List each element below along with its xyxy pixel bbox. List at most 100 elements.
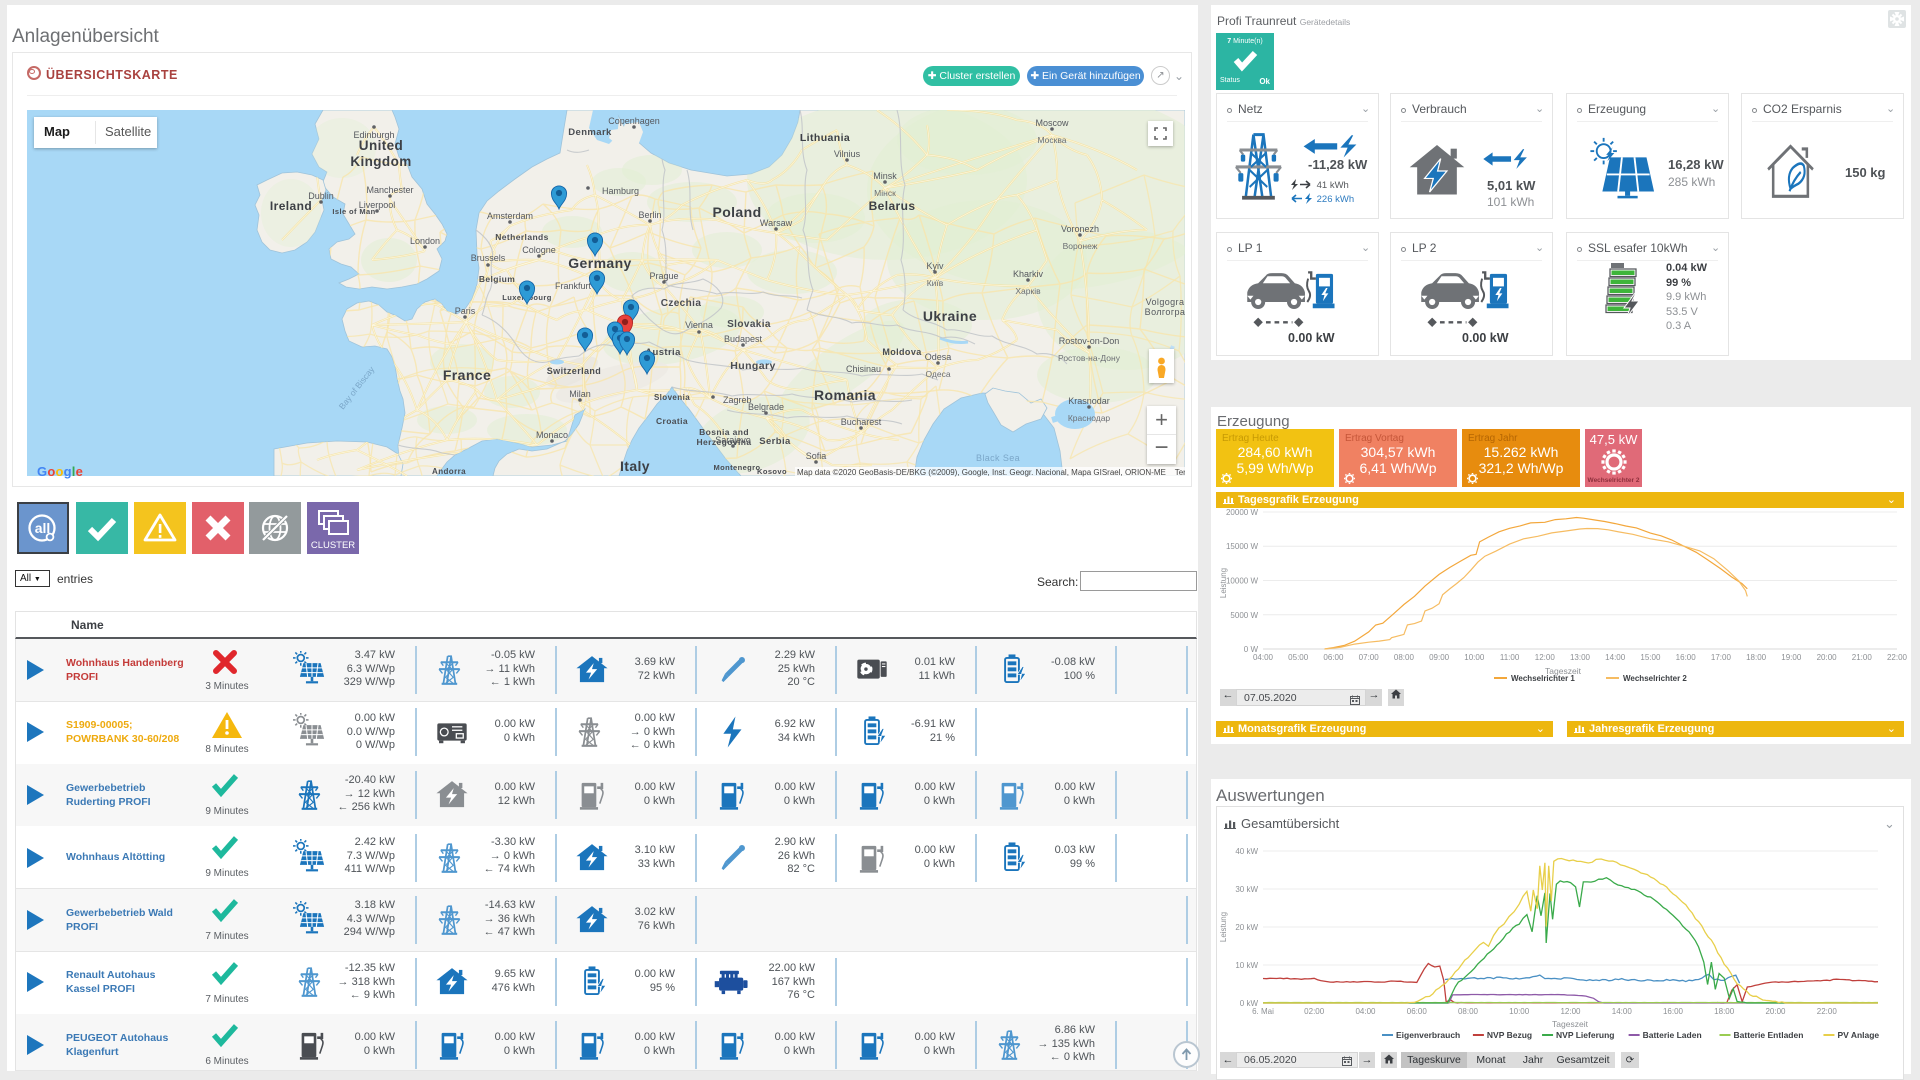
svg-text:Romania: Romania (814, 387, 876, 403)
svg-text:Tageszeit: Tageszeit (1545, 666, 1582, 676)
svg-text:Netherlands: Netherlands (495, 232, 549, 242)
svg-text:Prague: Prague (649, 271, 678, 281)
svg-text:0 W: 0 W (1244, 645, 1259, 654)
svg-text:20 kW: 20 kW (1235, 923, 1258, 932)
svg-text:Montenegro: Montenegro (714, 463, 761, 472)
svg-text:Волгогра: Волгогра (1145, 307, 1185, 317)
svg-text:Hamburg: Hamburg (602, 186, 639, 196)
svg-text:Amsterdam: Amsterdam (487, 211, 533, 221)
svg-text:Warsaw: Warsaw (760, 218, 793, 228)
svg-text:10000 W: 10000 W (1226, 577, 1258, 586)
svg-text:Одеса: Одеса (925, 369, 950, 379)
svg-text:Black Sea: Black Sea (976, 453, 1020, 463)
svg-text:Andorra: Andorra (432, 467, 466, 476)
svg-text:Moldova: Moldova (882, 347, 922, 357)
svg-text:NVP Bezug: NVP Bezug (1487, 1030, 1532, 1040)
svg-text:Liverpool: Liverpool (359, 200, 396, 210)
svg-text:Sarajevo: Sarajevo (715, 435, 751, 445)
svg-text:Herzegovina: Herzegovina (697, 437, 752, 447)
svg-text:all: all (35, 520, 51, 536)
svg-text:Frankfurt: Frankfurt (555, 281, 592, 291)
svg-text:Switzerland: Switzerland (547, 366, 601, 376)
svg-text:40 kW: 40 kW (1235, 847, 1258, 856)
svg-text:10 kW: 10 kW (1235, 961, 1258, 970)
svg-text:09:00: 09:00 (1429, 653, 1450, 662)
svg-text:Brussels: Brussels (471, 253, 506, 263)
svg-text:10:00: 10:00 (1464, 653, 1485, 662)
svg-text:Monaco: Monaco (536, 430, 568, 440)
svg-text:06:00: 06:00 (1323, 653, 1344, 662)
svg-text:07:00: 07:00 (1359, 653, 1380, 662)
svg-text:18:00: 18:00 (1714, 1007, 1735, 1016)
svg-text:12:00: 12:00 (1535, 653, 1556, 662)
svg-text:22:00: 22:00 (1817, 1007, 1838, 1016)
svg-text:Kosovo: Kosovo (757, 467, 787, 476)
svg-text:14:00: 14:00 (1605, 653, 1626, 662)
svg-text:Zagreb: Zagreb (723, 395, 752, 405)
svg-text:Sofia: Sofia (806, 451, 827, 461)
svg-text:Budapest: Budapest (724, 334, 763, 344)
svg-text:5000 W: 5000 W (1230, 611, 1258, 620)
svg-text:Dublin: Dublin (308, 191, 334, 201)
svg-text:08:00: 08:00 (1394, 653, 1415, 662)
svg-text:05:00: 05:00 (1288, 653, 1309, 662)
svg-text:Cologne: Cologne (522, 245, 556, 255)
svg-text:0 kW: 0 kW (1240, 999, 1259, 1008)
svg-text:04:00: 04:00 (1253, 653, 1274, 662)
svg-text:Belarus: Belarus (869, 199, 916, 213)
svg-text:16:00: 16:00 (1676, 653, 1697, 662)
svg-text:Croatia: Croatia (656, 416, 688, 426)
svg-text:06:00: 06:00 (1407, 1007, 1428, 1016)
svg-text:Volgogra: Volgogra (1146, 297, 1185, 307)
svg-text:London: London (410, 236, 440, 246)
svg-text:20:00: 20:00 (1817, 653, 1838, 662)
svg-text:Wechselrichter 2: Wechselrichter 2 (1623, 674, 1687, 683)
svg-text:Tageszeit: Tageszeit (1552, 1019, 1589, 1029)
svg-text:22:00: 22:00 (1887, 653, 1908, 662)
svg-text:Edinburgh: Edinburgh (353, 130, 394, 140)
svg-text:Краснодар: Краснодар (1068, 413, 1111, 423)
svg-text:CLUSTER: CLUSTER (311, 540, 355, 551)
svg-text:Leistung: Leistung (1219, 568, 1228, 598)
svg-text:Lithuania: Lithuania (800, 132, 850, 144)
svg-text:18:00: 18:00 (1746, 653, 1767, 662)
svg-text:Харків: Харків (1015, 286, 1041, 296)
svg-text:Vilnius: Vilnius (834, 149, 861, 159)
svg-text:Moscow: Moscow (1035, 118, 1069, 128)
svg-text:Москва: Москва (1037, 135, 1066, 145)
svg-text:Milan: Milan (569, 389, 591, 399)
svg-text:6. Mai: 6. Mai (1252, 1007, 1274, 1016)
svg-text:20:00: 20:00 (1765, 1007, 1786, 1016)
svg-text:Eigenverbrauch: Eigenverbrauch (1396, 1030, 1460, 1040)
svg-text:12:00: 12:00 (1560, 1007, 1581, 1016)
svg-text:Bucharest: Bucharest (841, 417, 882, 427)
svg-text:Belgium: Belgium (479, 274, 515, 284)
svg-text:Воронеж: Воронеж (1063, 241, 1098, 251)
svg-text:Hungary: Hungary (730, 360, 775, 372)
svg-text:Voronezh: Voronezh (1061, 224, 1099, 234)
svg-text:Italy: Italy (620, 458, 650, 474)
svg-text:Belgrade: Belgrade (748, 402, 784, 412)
svg-text:France: France (443, 367, 491, 383)
svg-text:04:00: 04:00 (1355, 1007, 1376, 1016)
svg-text:Germany: Germany (568, 255, 632, 271)
svg-text:NVP Lieferung: NVP Lieferung (1556, 1030, 1614, 1040)
svg-text:19:00: 19:00 (1781, 653, 1802, 662)
svg-text:Isle of Man: Isle of Man (332, 207, 375, 216)
svg-text:Minsk: Minsk (873, 171, 897, 181)
svg-text:14:00: 14:00 (1612, 1007, 1633, 1016)
svg-text:02:00: 02:00 (1304, 1007, 1325, 1016)
svg-text:Rostov-on-Don: Rostov-on-Don (1059, 336, 1120, 346)
svg-text:Copenhagen: Copenhagen (608, 116, 660, 126)
svg-text:11:00: 11:00 (1500, 653, 1520, 662)
svg-text:Bosnia and: Bosnia and (699, 427, 749, 437)
svg-text:Kharkiv: Kharkiv (1013, 269, 1044, 279)
svg-text:10:00: 10:00 (1509, 1007, 1530, 1016)
svg-text:Austria: Austria (645, 347, 681, 358)
svg-text:08:00: 08:00 (1458, 1007, 1479, 1016)
svg-text:Ростов-на-Дону: Ростов-на-Дону (1058, 353, 1121, 363)
svg-text:PV Anlage: PV Anlage (1837, 1030, 1879, 1040)
svg-text:21:00: 21:00 (1852, 653, 1873, 662)
svg-text:Odesa: Odesa (925, 352, 952, 362)
svg-text:Slovakia: Slovakia (727, 319, 771, 330)
